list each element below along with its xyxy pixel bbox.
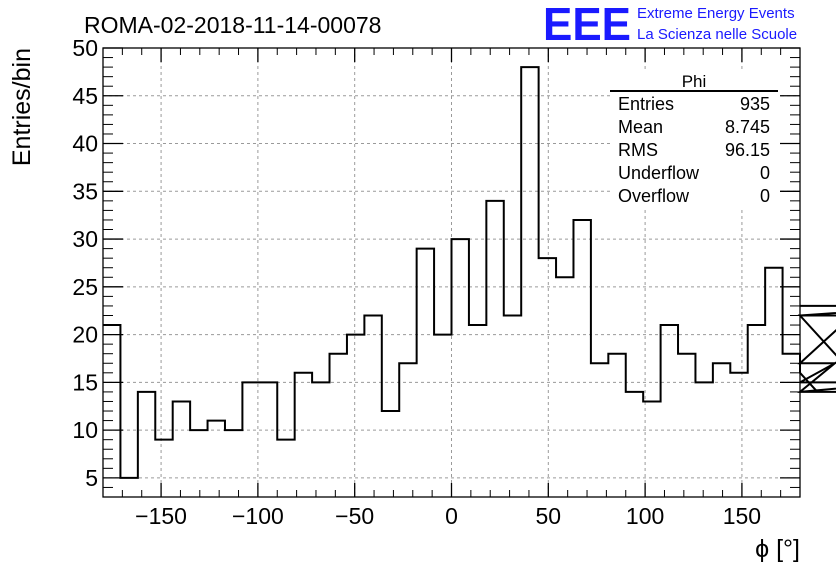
y-tick-label: 35 [72,178,98,204]
histogram-bin [765,268,782,497]
x-axis-title: ϕ [°] [755,535,800,563]
chart-title: ROMA-02-2018-11-14-00078 [84,12,381,38]
y-axis-title: Entries/bin [8,48,36,166]
stats-value: 96.15 [725,140,770,160]
y-tick-label: 15 [72,369,98,395]
histogram-bin [452,239,469,497]
histogram-bin [155,440,172,497]
histogram-bin [661,325,678,497]
x-tick-label: 0 [445,503,458,529]
x-tick-label: −100 [232,503,284,529]
histogram-bin [626,392,643,497]
eee-logo-line2: La Scienza nelle Scuole [637,26,797,43]
histogram-bin [678,354,695,497]
eee-logo-mark: EEE [543,0,631,50]
stats-box: Phi Entries 935 Mean 8.745 RMS 96.15 Underflow… [610,72,778,207]
histogram-bin [434,335,451,497]
histogram-bin [312,382,329,497]
y-tick-labels: 5 10 15 20 25 30 35 40 45 50 [72,35,98,491]
y-tick-label: 25 [72,274,98,300]
histogram-bin [242,382,259,497]
y-tick-label: 5 [85,465,98,491]
histogram-bin [364,315,381,497]
x-tick-label: 150 [723,503,761,529]
stats-label: Underflow [618,163,700,183]
y-tick-label: 10 [72,417,98,443]
x-tick-label: −150 [135,503,187,529]
eee-logo-line1: Extreme Energy Events [637,5,795,22]
stats-title: Phi [682,72,707,91]
histogram-bin [573,220,590,497]
histogram-bin [504,315,521,497]
histogram-bin [347,335,364,497]
histogram-bin [382,411,399,497]
histogram-outline [103,66,836,479]
y-tick-label: 40 [72,131,98,157]
x-tick-label: 50 [536,503,562,529]
y-tick-label: 50 [72,35,98,61]
histogram-bin [748,325,765,497]
stats-label: RMS [618,140,658,160]
histogram-bin [225,430,242,497]
histogram-bin [643,401,660,497]
histogram-bin [260,382,277,497]
stats-value: 935 [740,94,770,114]
histogram-bin [138,392,155,497]
histogram-bin [417,249,434,497]
y-tick-label: 20 [72,322,98,348]
histogram-bin [208,421,225,497]
histogram-bin [469,325,486,497]
histogram-bin [695,382,712,497]
axis-ticks [102,47,801,497]
stats-value: 8.745 [725,117,770,137]
y-tick-label: 45 [72,83,98,109]
histogram-bin [486,201,503,497]
stats-label: Mean [618,117,663,137]
x-tick-labels: −150 −100 −50 0 50 100 150 [135,503,761,529]
histogram-bin [173,401,190,497]
histogram-bin [190,430,207,497]
histogram-bin [539,258,556,497]
stats-label: Overflow [618,186,690,206]
histogram-bin [556,277,573,497]
histogram-bin [521,67,538,497]
stats-label: Entries [618,94,674,114]
x-tick-label: 100 [626,503,664,529]
eee-logo: EEE Extreme Energy Events La Scienza nel… [543,0,797,50]
stats-value: 0 [760,186,770,206]
stats-value: 0 [760,163,770,183]
x-tick-label: −50 [335,503,374,529]
y-tick-label: 30 [72,226,98,252]
histogram-bin [330,354,347,497]
histogram-bin [591,363,608,497]
histogram-bin [783,354,800,497]
histogram-bin [608,354,625,497]
histogram-bin [399,363,416,497]
histogram-bin [120,478,137,497]
histogram-bin [277,440,294,497]
